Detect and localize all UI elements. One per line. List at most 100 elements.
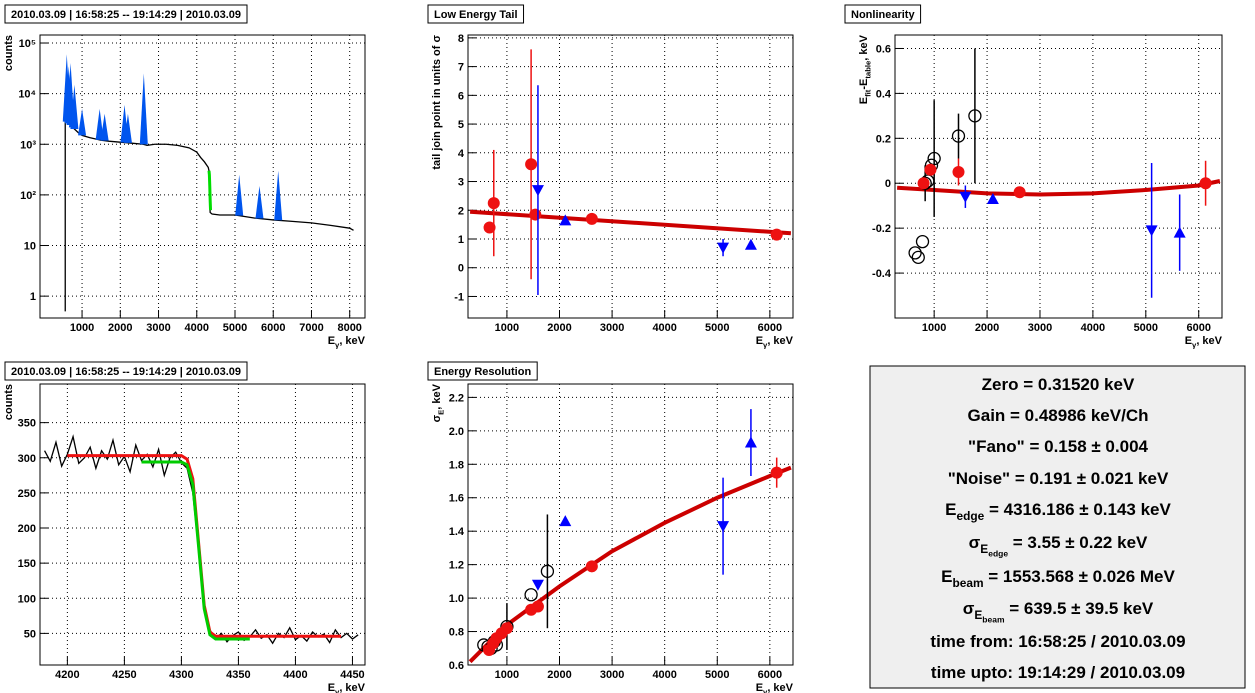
series-line [468,465,792,664]
y-tick-label: 10⁵ [19,38,36,50]
marker [559,214,572,226]
plot-frame [468,35,793,318]
y-tick-label: 100 [18,593,36,605]
y-axis-label: counts [3,35,15,71]
y-tick-label: 1 [30,291,36,303]
subscript: edge [957,509,985,523]
y-tick-label: 10 [24,241,36,253]
marker [540,564,555,578]
subscript: beam [953,576,984,590]
text-run: "Fano" = 0.158 ± 0.004 [968,437,1149,456]
x-tick-label: 3000 [1028,322,1052,334]
marker [525,158,538,171]
text-run: , keV [339,335,365,347]
x-tick-label: 3000 [600,669,624,681]
peak [95,108,104,140]
x-tick-label: 1000 [495,322,519,334]
title-box [427,4,525,24]
series-line [207,170,213,211]
y-tick-label: 7 [458,62,464,74]
y-tick-label: 10³ [20,139,36,151]
text-run: -E [858,79,870,90]
text-run: , keV [767,335,793,347]
y-axis-label: tail join point in units of σ [431,35,443,170]
text-run: "Noise" = 0.191 ± 0.021 keV [948,469,1169,488]
text-run: E [1185,335,1192,347]
y-tick-label: 1 [458,234,464,246]
plot-area [62,54,354,312]
y-tick-label: 200 [18,523,36,535]
y-tick-label: 1.6 [449,493,464,505]
text-run: Gain = 0.48986 keV/Ch [968,406,1149,425]
x-tick-label: 4000 [652,669,676,681]
peak [255,185,264,219]
chart-title: Low Energy Tail [434,9,518,21]
marker [717,521,730,533]
x-tick-label: 1000 [495,669,519,681]
info-line: "Fano" = 0.158 ± 0.004 [968,437,1149,456]
peak [123,113,132,143]
marker [744,436,757,448]
text-run: , keV [339,682,365,693]
y-tick-label: 0.4 [876,88,892,100]
marker [717,242,730,254]
peak [274,170,283,221]
x-tick-label: 4000 [185,322,209,334]
plot-border [39,34,366,319]
marker [500,622,513,635]
y-tick-label: 0 [885,178,891,190]
info-line: time from: 16:58:25 / 2010.03.09 [930,632,1185,651]
y-tick-label: 0.6 [449,660,464,672]
x-tick-label: 1000 [70,322,94,334]
marker [915,234,930,249]
x-tick-label: 3000 [146,322,170,334]
marker [924,163,937,176]
y-tick-label: 250 [18,488,36,500]
plot-frame [40,384,365,665]
info-line: "Noise" = 0.191 ± 0.021 keV [948,469,1169,488]
info-line: Ebeam = 1553.568 ± 0.026 MeV [941,567,1175,590]
x-tick-label: 6000 [758,669,782,681]
marker [1199,177,1212,190]
x-tick-label: 4000 [1081,322,1105,334]
title-box [4,4,248,24]
plot-area [468,409,792,664]
series-line [469,209,792,236]
y-tick-label: -1 [454,291,464,303]
marker [770,466,783,479]
y-tick-label: 5 [458,119,464,131]
marker [951,129,966,143]
text-run: E [941,567,952,586]
y-tick-label: -0.4 [872,268,892,280]
y-axis-label: σE, keV [431,383,445,422]
marker [531,579,544,591]
x-tick-label: 4400 [283,669,307,681]
plot-area [469,49,792,296]
text-run: E [328,682,335,693]
text-run: Zero = 0.31520 keV [982,375,1135,394]
subscript: E [974,608,982,622]
chart-title: 2010.03.09 | 16:58:25 -- 19:14:29 | 2010… [11,9,241,21]
marker [1173,226,1186,238]
y-axis-label: counts [3,384,15,420]
marker [487,197,500,210]
subscript: γ [335,687,340,693]
marker [908,246,922,260]
y-tick-label: 1.4 [449,526,465,538]
text-run: time from: 16:58:25 / 2010.03.09 [930,632,1185,651]
y-tick-label: 3 [458,177,464,189]
text-run: , keV [858,34,870,60]
peak [139,73,148,145]
x-tick-label: 4250 [112,669,136,681]
y-tick-label: 10² [20,190,36,202]
plot-frame [468,384,793,665]
plot-border [894,34,1223,319]
plot-frame [895,35,1222,318]
text-run: = 1553.568 ± 0.026 MeV [984,567,1176,586]
x-tick-label: 2000 [975,322,999,334]
marker [986,192,999,204]
marker [911,250,925,265]
text-run: , keV [767,682,793,693]
text-run: σ [431,414,443,422]
